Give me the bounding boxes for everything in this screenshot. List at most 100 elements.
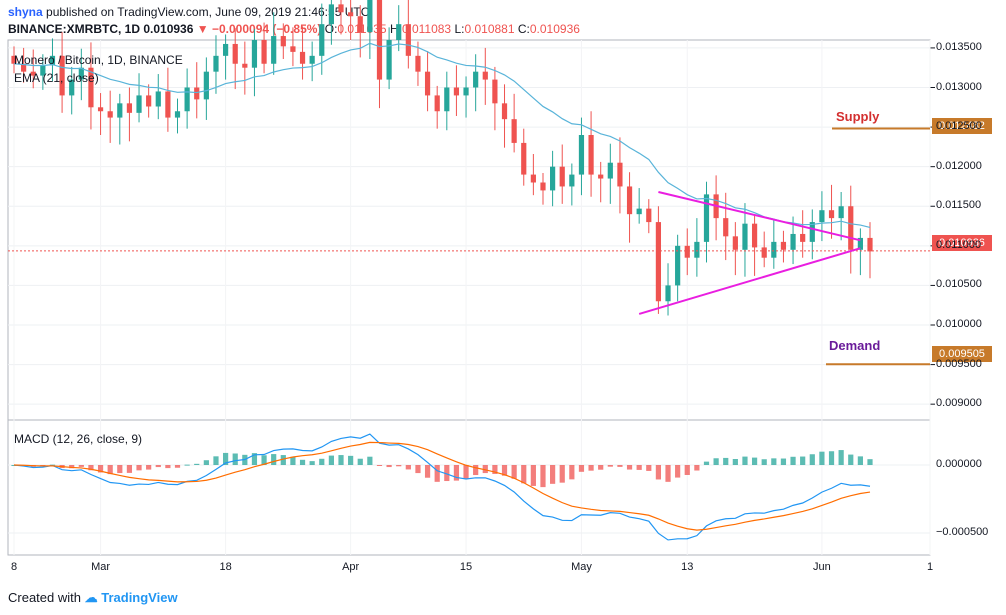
macd-histogram-bar (97, 465, 104, 473)
candle-body (742, 223, 748, 250)
candle-body (665, 285, 671, 302)
macd-histogram-bar (588, 465, 594, 471)
candle-body (809, 222, 815, 242)
candle-body (348, 12, 354, 17)
candle-body (694, 241, 700, 258)
macd-histogram-bar (126, 465, 133, 473)
macd-histogram-bar (357, 458, 363, 465)
macd-histogram-bar (328, 455, 334, 465)
candle-body (703, 194, 710, 242)
macd-histogram-bar (665, 465, 671, 482)
low-label: L: (454, 22, 465, 36)
candle-body (415, 55, 421, 72)
candle-body (232, 43, 238, 64)
macd-histogram-bar (607, 465, 613, 467)
candle-body (732, 236, 738, 250)
tradingview-brand[interactable]: TradingView (101, 590, 178, 605)
username[interactable]: shyna (8, 5, 43, 19)
candle-body (550, 166, 556, 191)
macd-histogram-bar (578, 465, 585, 472)
candle-body (482, 71, 488, 80)
macd-histogram-bar (482, 465, 488, 474)
candle-body (319, 24, 325, 56)
candle-body (242, 63, 248, 68)
x-tick-label: 1 (926, 561, 934, 573)
candle-body (540, 182, 546, 191)
macd-histogram-bar (771, 458, 777, 465)
candle-body (675, 245, 681, 286)
macd-histogram-bar (367, 456, 373, 465)
low-value: 0.010881 (464, 22, 515, 36)
macd-histogram-bar (203, 460, 209, 465)
candle-body (194, 87, 200, 100)
candle-body (49, 55, 56, 66)
candle-body (655, 222, 662, 302)
macd-histogram-bar (107, 465, 113, 475)
candle-body (771, 241, 777, 258)
macd-histogram-bar (88, 465, 94, 471)
candle-body (213, 55, 219, 72)
tradingview-logo-icon[interactable]: ☁ (84, 590, 98, 605)
macd-label: MACD (12, 26, close, 9) (14, 432, 143, 446)
candle-body (838, 206, 844, 219)
candle-body (559, 166, 565, 187)
candle-body (126, 103, 133, 113)
candle-body (444, 87, 450, 112)
macd-histogram-bar (69, 465, 75, 469)
change-text: −0.000094 (−0.85%) (211, 22, 322, 36)
macd-histogram-bar (271, 454, 277, 465)
candle-body (626, 186, 633, 215)
candle-body (338, 4, 344, 13)
candle-body (819, 210, 825, 223)
y-tick-label: 0.010000 (936, 318, 982, 330)
macd-histogram-bar (405, 465, 411, 470)
macd-histogram-bar (251, 453, 258, 465)
candle-body (473, 71, 479, 88)
x-tick-label: May (571, 561, 592, 573)
macd-histogram-bar (521, 465, 527, 484)
candle-body (136, 95, 142, 113)
macd-histogram-bar (867, 459, 873, 465)
candle-body (607, 162, 613, 179)
macd-histogram-bar (819, 451, 825, 465)
candle-body (309, 55, 315, 64)
candle-body (424, 71, 431, 96)
macd-histogram-bar (424, 465, 431, 478)
macd-histogram-bar (675, 465, 681, 478)
symbol-pane-label: Monero / Bitcoin, 1D, BINANCE (14, 53, 183, 67)
signal-line (13, 441, 871, 531)
macd-histogram-bar (232, 453, 238, 465)
macd-histogram-bar (694, 465, 700, 471)
ema-label: EMA (21, close) (14, 71, 99, 85)
candle-body (30, 71, 36, 76)
x-tick-label: 18 (219, 561, 232, 573)
x-tick-label: 13 (681, 561, 694, 573)
macd-histogram-bar (338, 455, 344, 465)
macd-line (13, 433, 871, 541)
footer: Created with ☁ TradingView (8, 590, 178, 606)
demand-label: Demand (829, 338, 881, 353)
candle-body (569, 174, 575, 187)
candle-body (636, 208, 642, 215)
y-tick-label: 0.012000 (936, 159, 982, 172)
supply-price-tag: 0.012482 (932, 118, 992, 134)
macd-histogram-bar (540, 465, 546, 488)
candle-body (290, 46, 296, 52)
candle-body (578, 135, 585, 175)
macd-histogram-bar (800, 456, 806, 465)
macd-histogram-bar (598, 465, 604, 470)
macd-histogram-bar (261, 455, 267, 465)
supply-label: Supply (836, 109, 880, 124)
candle-body (511, 119, 517, 143)
macd-histogram-bar (655, 465, 662, 480)
y-tick-label: 0.011500 (936, 199, 982, 212)
high-value: 0.011083 (401, 22, 452, 36)
macd-histogram-bar (617, 465, 623, 467)
y-tick-label: 0.011000 (936, 238, 982, 251)
candle-body (271, 36, 277, 64)
candle-body (828, 210, 835, 219)
macd-histogram-bar (376, 465, 383, 466)
macd-histogram-bar (280, 455, 286, 465)
candle-body (88, 67, 94, 108)
